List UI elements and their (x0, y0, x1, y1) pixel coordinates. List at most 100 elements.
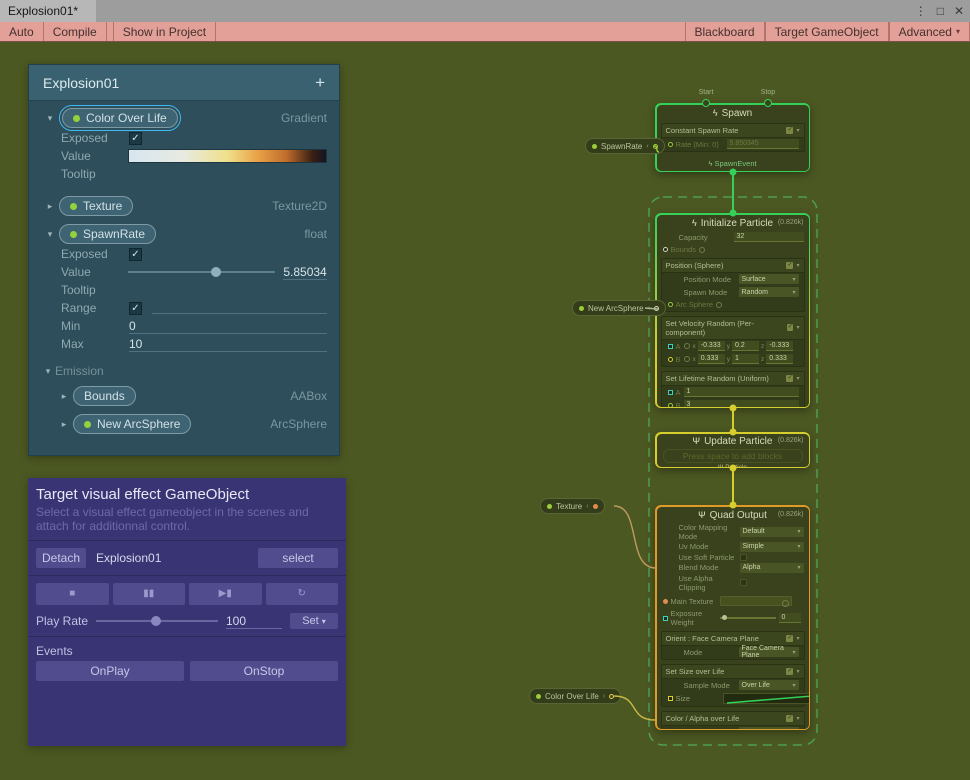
exposure-weight-slider[interactable] (719, 614, 776, 620)
chevron-down-icon[interactable]: ▾ (45, 365, 51, 376)
add-blocks-placeholder[interactable]: Press space to add blocks (662, 448, 803, 463)
chevron-right-icon[interactable]: ▸ (47, 200, 53, 211)
sample-mode-dropdown[interactable]: Over Life ▾ (738, 680, 799, 690)
orient-block[interactable]: Orient : Face Camera Plane ✓ ▾ Mode Face Ca… (660, 630, 805, 660)
field-bounds[interactable]: Bounds (73, 386, 136, 406)
collapse-icon[interactable]: ‹ (646, 142, 649, 150)
gradient-value-field[interactable] (127, 149, 327, 163)
onstop-button[interactable]: OnStop (190, 661, 338, 681)
spawn-start-port[interactable] (702, 99, 710, 107)
spawn-context-node[interactable]: Start Stop ϟ Spawn Constant Spawn Rate ✓ ▾ … (655, 89, 810, 172)
use-alpha-clipping-checkbox[interactable] (739, 579, 747, 586)
main-texture-port[interactable] (662, 598, 668, 604)
block-enabled-checkbox[interactable]: ✓ (786, 714, 794, 722)
color-alpha-over-life-block[interactable]: Color / Alpha over Life ✓▾ ModeColor And … (660, 710, 805, 729)
random-toggle-icon[interactable] (683, 343, 690, 349)
initialize-particle-context-node[interactable]: ϟ Initialize Particle (0.826k) Capacity 32 … (655, 213, 810, 408)
set-dropdown-button[interactable]: Set ▾ (290, 613, 338, 629)
color-mapping-mode-dropdown[interactable]: Default ▾ (739, 526, 804, 537)
output-port[interactable] (592, 503, 598, 509)
use-soft-particle-checkbox[interactable] (739, 553, 747, 561)
value-slider[interactable] (128, 267, 276, 277)
chevron-down-icon[interactable]: ▾ (47, 228, 53, 239)
uv-mode-dropdown[interactable]: Simple ▾ (739, 541, 804, 552)
chevron-down-icon[interactable]: ▾ (796, 262, 800, 269)
graph-canvas[interactable]: Start Stop ϟ Spawn Constant Spawn Rate ✓ ▾ … (0, 42, 970, 780)
velocity-a-port[interactable] (667, 343, 673, 349)
lifetime-b-port[interactable] (667, 402, 673, 407)
velocity-b-z-field[interactable]: 0.333 (766, 354, 794, 364)
category-emission[interactable]: Emission (55, 364, 104, 378)
chevron-down-icon[interactable]: ▾ (47, 112, 53, 123)
spawn-mode-dropdown[interactable]: Random ▾ (738, 287, 799, 297)
add-parameter-button[interactable]: + (315, 72, 325, 92)
chevron-down-icon[interactable]: ▾ (796, 325, 800, 331)
lifetime-a-port[interactable] (667, 389, 673, 395)
step-button[interactable]: ▶▮ (189, 583, 262, 605)
update-particle-context-node[interactable]: Ψ Update Particle (0.826k) Press space to … (655, 432, 810, 468)
min-field[interactable]: 0 (129, 319, 327, 334)
onplay-button[interactable]: OnPlay (36, 661, 184, 681)
velocity-a-x-field[interactable]: -0.333 (697, 341, 725, 351)
constant-spawn-rate-block[interactable]: Constant Spawn Rate ✓ ▾ Rate (Min: 0) 5.85… (660, 122, 805, 152)
restart-button[interactable]: ↻ (265, 583, 338, 605)
compile-button[interactable]: Compile (44, 22, 107, 41)
chevron-down-icon[interactable]: ▾ (796, 715, 800, 722)
chevron-down-icon[interactable]: ▾ (796, 127, 800, 134)
detach-button[interactable]: Detach (36, 548, 86, 568)
target-gameobject-panel[interactable]: Target visual effect GameObject Select a… (28, 478, 346, 746)
field-color-over-life[interactable]: Color Over Life (62, 108, 178, 128)
chevron-right-icon[interactable]: ▸ (61, 418, 67, 429)
block-enabled-checkbox[interactable]: ✓ (786, 634, 794, 642)
velocity-a-y-field[interactable]: 0.2 (732, 341, 760, 351)
value-field[interactable]: 5.85034 (283, 264, 327, 280)
velocity-a-z-field[interactable]: -0.333 (766, 341, 794, 351)
window-menu-icon[interactable]: ⋮ (914, 4, 927, 18)
maximize-icon[interactable]: □ (936, 4, 944, 18)
rate-port[interactable] (667, 141, 673, 147)
close-icon[interactable]: ✕ (953, 4, 964, 18)
set-size-over-life-block[interactable]: Set Size over Life ✓ ▾ Sample Mode Over Lif… (660, 663, 809, 707)
chevron-right-icon[interactable]: ▸ (61, 390, 67, 401)
output-port[interactable] (653, 305, 659, 311)
show-in-project-button[interactable]: Show in Project (114, 22, 217, 41)
quad-output-context-node[interactable]: Ψ Quad Output (0.826k) Color Mapping Mode D… (655, 505, 810, 730)
collapse-icon[interactable]: ‹ (647, 304, 650, 312)
advanced-dropdown[interactable]: Advanced ▾ (888, 22, 970, 41)
random-toggle-icon[interactable] (683, 356, 690, 362)
texture-parameter-node[interactable]: Texture ‹ (540, 498, 605, 514)
chevron-down-icon[interactable]: ▾ (796, 668, 800, 675)
main-texture-object-field[interactable] (719, 596, 792, 607)
play-rate-field[interactable]: 100 (226, 614, 282, 629)
field-texture[interactable]: Texture (59, 196, 134, 216)
exposed-checkbox[interactable]: ✓ (129, 247, 142, 261)
output-port[interactable] (652, 143, 658, 149)
field-new-arcsphere[interactable]: New ArcSphere (73, 414, 192, 434)
arc-sphere-port[interactable] (667, 302, 673, 307)
spawnrate-parameter-node[interactable]: SpawnRate ‹ (585, 138, 665, 154)
play-rate-slider[interactable] (96, 616, 218, 626)
orient-mode-dropdown[interactable]: Face Camera Plane ▾ (738, 645, 799, 659)
auto-button[interactable]: Auto (0, 22, 44, 41)
new-arcsphere-parameter-node[interactable]: New ArcSphere ‹ (572, 300, 666, 316)
block-enabled-checkbox[interactable]: ✓ (786, 126, 794, 134)
velocity-b-x-field[interactable]: 0.333 (697, 354, 725, 364)
color-over-life-parameter-node[interactable]: Color Over Life ‹ (529, 688, 622, 704)
exposed-checkbox[interactable]: ✓ (129, 131, 142, 145)
collapse-icon[interactable]: ‹ (602, 692, 606, 700)
block-enabled-checkbox[interactable]: ✓ (786, 374, 794, 382)
color-mode-dropdown[interactable]: Color And Alpha▾ (738, 727, 799, 729)
target-gameobject-toggle-button[interactable]: Target GameObject (764, 22, 889, 41)
position-mode-dropdown[interactable]: Surface ▾ (738, 274, 799, 284)
spawn-stop-port[interactable] (764, 99, 772, 107)
blackboard-toggle-button[interactable]: Blackboard (684, 22, 765, 41)
lifetime-b-field[interactable]: 3 (683, 400, 799, 407)
window-tab[interactable]: Explosion01* (0, 0, 96, 22)
bounds-port[interactable] (662, 247, 668, 252)
velocity-b-port[interactable] (667, 356, 673, 362)
velocity-b-y-field[interactable]: 1 (732, 354, 760, 364)
select-button[interactable]: select (258, 548, 338, 568)
range-checkbox[interactable]: ✓ (129, 301, 142, 315)
size-curve-field[interactable] (722, 693, 809, 704)
